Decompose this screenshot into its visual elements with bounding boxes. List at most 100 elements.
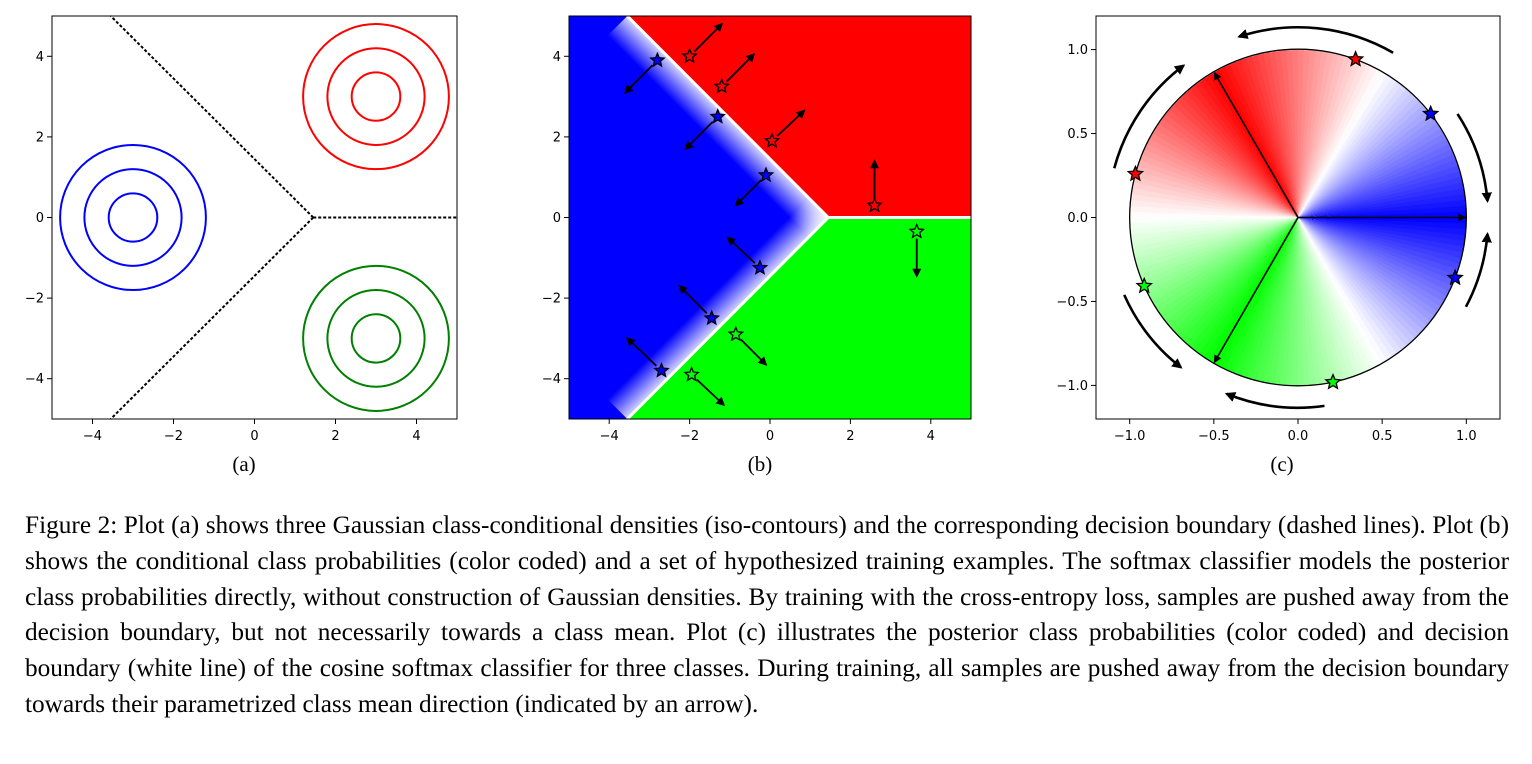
unit-circle (1129, 48, 1467, 387)
probability-wedge (1130, 174, 1298, 218)
probability-wedge (1194, 217, 1298, 365)
panel-a-ytick-label: −2 (25, 292, 44, 307)
probability-wedge (1188, 74, 1298, 218)
probability-wedge (1298, 50, 1347, 218)
probability-wedge (1298, 217, 1439, 332)
probability-wedge (1213, 58, 1298, 218)
sample-star-blue (649, 51, 666, 68)
iso-contour (302, 23, 450, 171)
probability-wedge (1178, 82, 1298, 218)
panel-c-label: (c) (1270, 452, 1293, 476)
probability-wedge (1298, 217, 1422, 349)
sample-star-red (1126, 164, 1145, 182)
probability-wedge (1203, 64, 1298, 218)
probability-wedge (1141, 217, 1298, 307)
probability-wedge (1183, 78, 1298, 218)
iso-contour (302, 264, 450, 412)
probability-wedge (1298, 89, 1426, 218)
panel-a-xtick-label: −2 (164, 429, 183, 444)
probability-wedge (1189, 217, 1298, 362)
probability-wedge (1285, 217, 1298, 386)
iso-contour (107, 192, 159, 243)
probability-wedge (1298, 77, 1412, 218)
probability-wedge (1136, 140, 1298, 218)
probability-wedge (1298, 217, 1377, 379)
probability-wedge (1298, 217, 1418, 353)
probability-wedge (1144, 123, 1298, 218)
probability-wedge (1298, 50, 1311, 218)
probability-wedge (1130, 211, 1298, 219)
panel-a-xtick-label: 2 (331, 429, 339, 444)
probability-wedge (1130, 162, 1298, 218)
sample-star-blue (653, 361, 670, 378)
probability-wedge (1298, 217, 1466, 236)
push-arrow (776, 109, 806, 137)
push-arrow (734, 179, 762, 207)
probability-wedge (1298, 55, 1376, 218)
probability-wedge (1136, 217, 1298, 297)
panel-a-gaussian-contours: −4 −2 0 2 4 −4 −2 0 2 4 (25, 15, 458, 444)
probability-wedge (1298, 217, 1393, 371)
probability-wedge (1193, 70, 1298, 218)
probability-wedge (1298, 217, 1449, 317)
decision-boundary-line (110, 216, 314, 420)
sample-star-green (683, 365, 700, 382)
probability-wedge (1298, 50, 1335, 218)
sample-star-green (1135, 276, 1153, 294)
panel-c-xtick-label: 1.0 (1456, 429, 1477, 444)
panel-b-xtick-label: 2 (846, 429, 854, 444)
probability-wedge (1298, 217, 1466, 267)
probability-wedge (1151, 217, 1298, 323)
probability-wedge (1147, 118, 1298, 218)
probability-wedge (1291, 217, 1300, 386)
probability-wedge (1141, 129, 1298, 218)
probability-wedge (1231, 217, 1298, 385)
probability-wedge (1170, 90, 1298, 218)
probability-wedge (1298, 217, 1383, 377)
push-arrow (678, 284, 708, 314)
rotation-arc-arrow (1123, 294, 1183, 369)
boundary-fade (607, 197, 829, 419)
probability-wedge (1298, 50, 1359, 218)
rotation-arc-arrow (1456, 113, 1492, 203)
probability-wedge (1131, 151, 1298, 218)
panel-c-ytick-label: 0.5 (1067, 127, 1088, 142)
probability-wedge (1243, 217, 1298, 386)
sample-star-red (866, 196, 883, 213)
probability-wedge (1298, 217, 1466, 249)
probability-wedge (1130, 157, 1298, 218)
probability-wedge (1298, 50, 1329, 218)
probability-wedge (1298, 217, 1465, 284)
probability-wedge (1130, 186, 1298, 218)
class-mean-arrow-red (1213, 71, 1299, 218)
probability-wedge (1166, 217, 1298, 342)
probability-wedge (1298, 93, 1430, 218)
probability-wedge (1298, 112, 1445, 218)
probability-wedge (1298, 217, 1466, 261)
panel-c-ytick-label: −1.0 (1056, 379, 1088, 394)
probability-wedge (1298, 50, 1323, 218)
sample-star-green (1324, 372, 1342, 390)
probability-wedge (1298, 217, 1452, 312)
push-arrow (726, 236, 756, 264)
probability-wedge (1298, 66, 1397, 218)
panel-b-xtick-label: −4 (600, 429, 619, 444)
push-arrow (726, 53, 756, 83)
panel-b-xtick-label: 4 (927, 429, 935, 444)
probability-wedge (1298, 73, 1407, 218)
probability-wedge (1138, 134, 1298, 218)
probability-wedge (1298, 217, 1458, 301)
iso-contour (350, 313, 402, 364)
sample-star-red (763, 132, 781, 148)
probability-wedge (1298, 217, 1398, 368)
probability-wedge (1267, 217, 1298, 386)
probability-wedge (1298, 217, 1446, 322)
figure-caption: Figure 2: Plot (a) shows three Gaussian … (25, 511, 1509, 718)
probability-wedge (1139, 217, 1298, 302)
region-green (627, 217, 971, 419)
probability-wedge (1249, 217, 1298, 386)
probability-wedge (1237, 217, 1298, 386)
probability-wedge (1162, 217, 1298, 337)
probability-wedge (1298, 63, 1392, 218)
panel-a-ytick-label: 2 (36, 130, 44, 145)
